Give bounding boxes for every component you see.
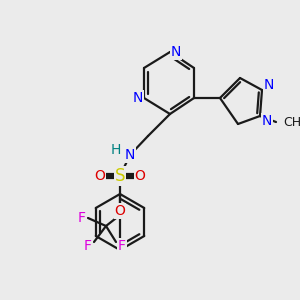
Text: F: F [118, 239, 126, 253]
Text: N: N [133, 91, 143, 105]
Text: N: N [262, 114, 272, 128]
Text: O: O [115, 204, 125, 218]
Text: O: O [135, 169, 146, 183]
Text: F: F [84, 239, 92, 253]
Text: N: N [125, 148, 135, 162]
Text: O: O [94, 169, 105, 183]
Text: N: N [264, 78, 274, 92]
Text: CH₃: CH₃ [283, 116, 300, 128]
Text: S: S [115, 167, 125, 185]
Text: N: N [171, 45, 181, 59]
Text: H: H [111, 143, 121, 157]
Text: F: F [78, 211, 86, 225]
